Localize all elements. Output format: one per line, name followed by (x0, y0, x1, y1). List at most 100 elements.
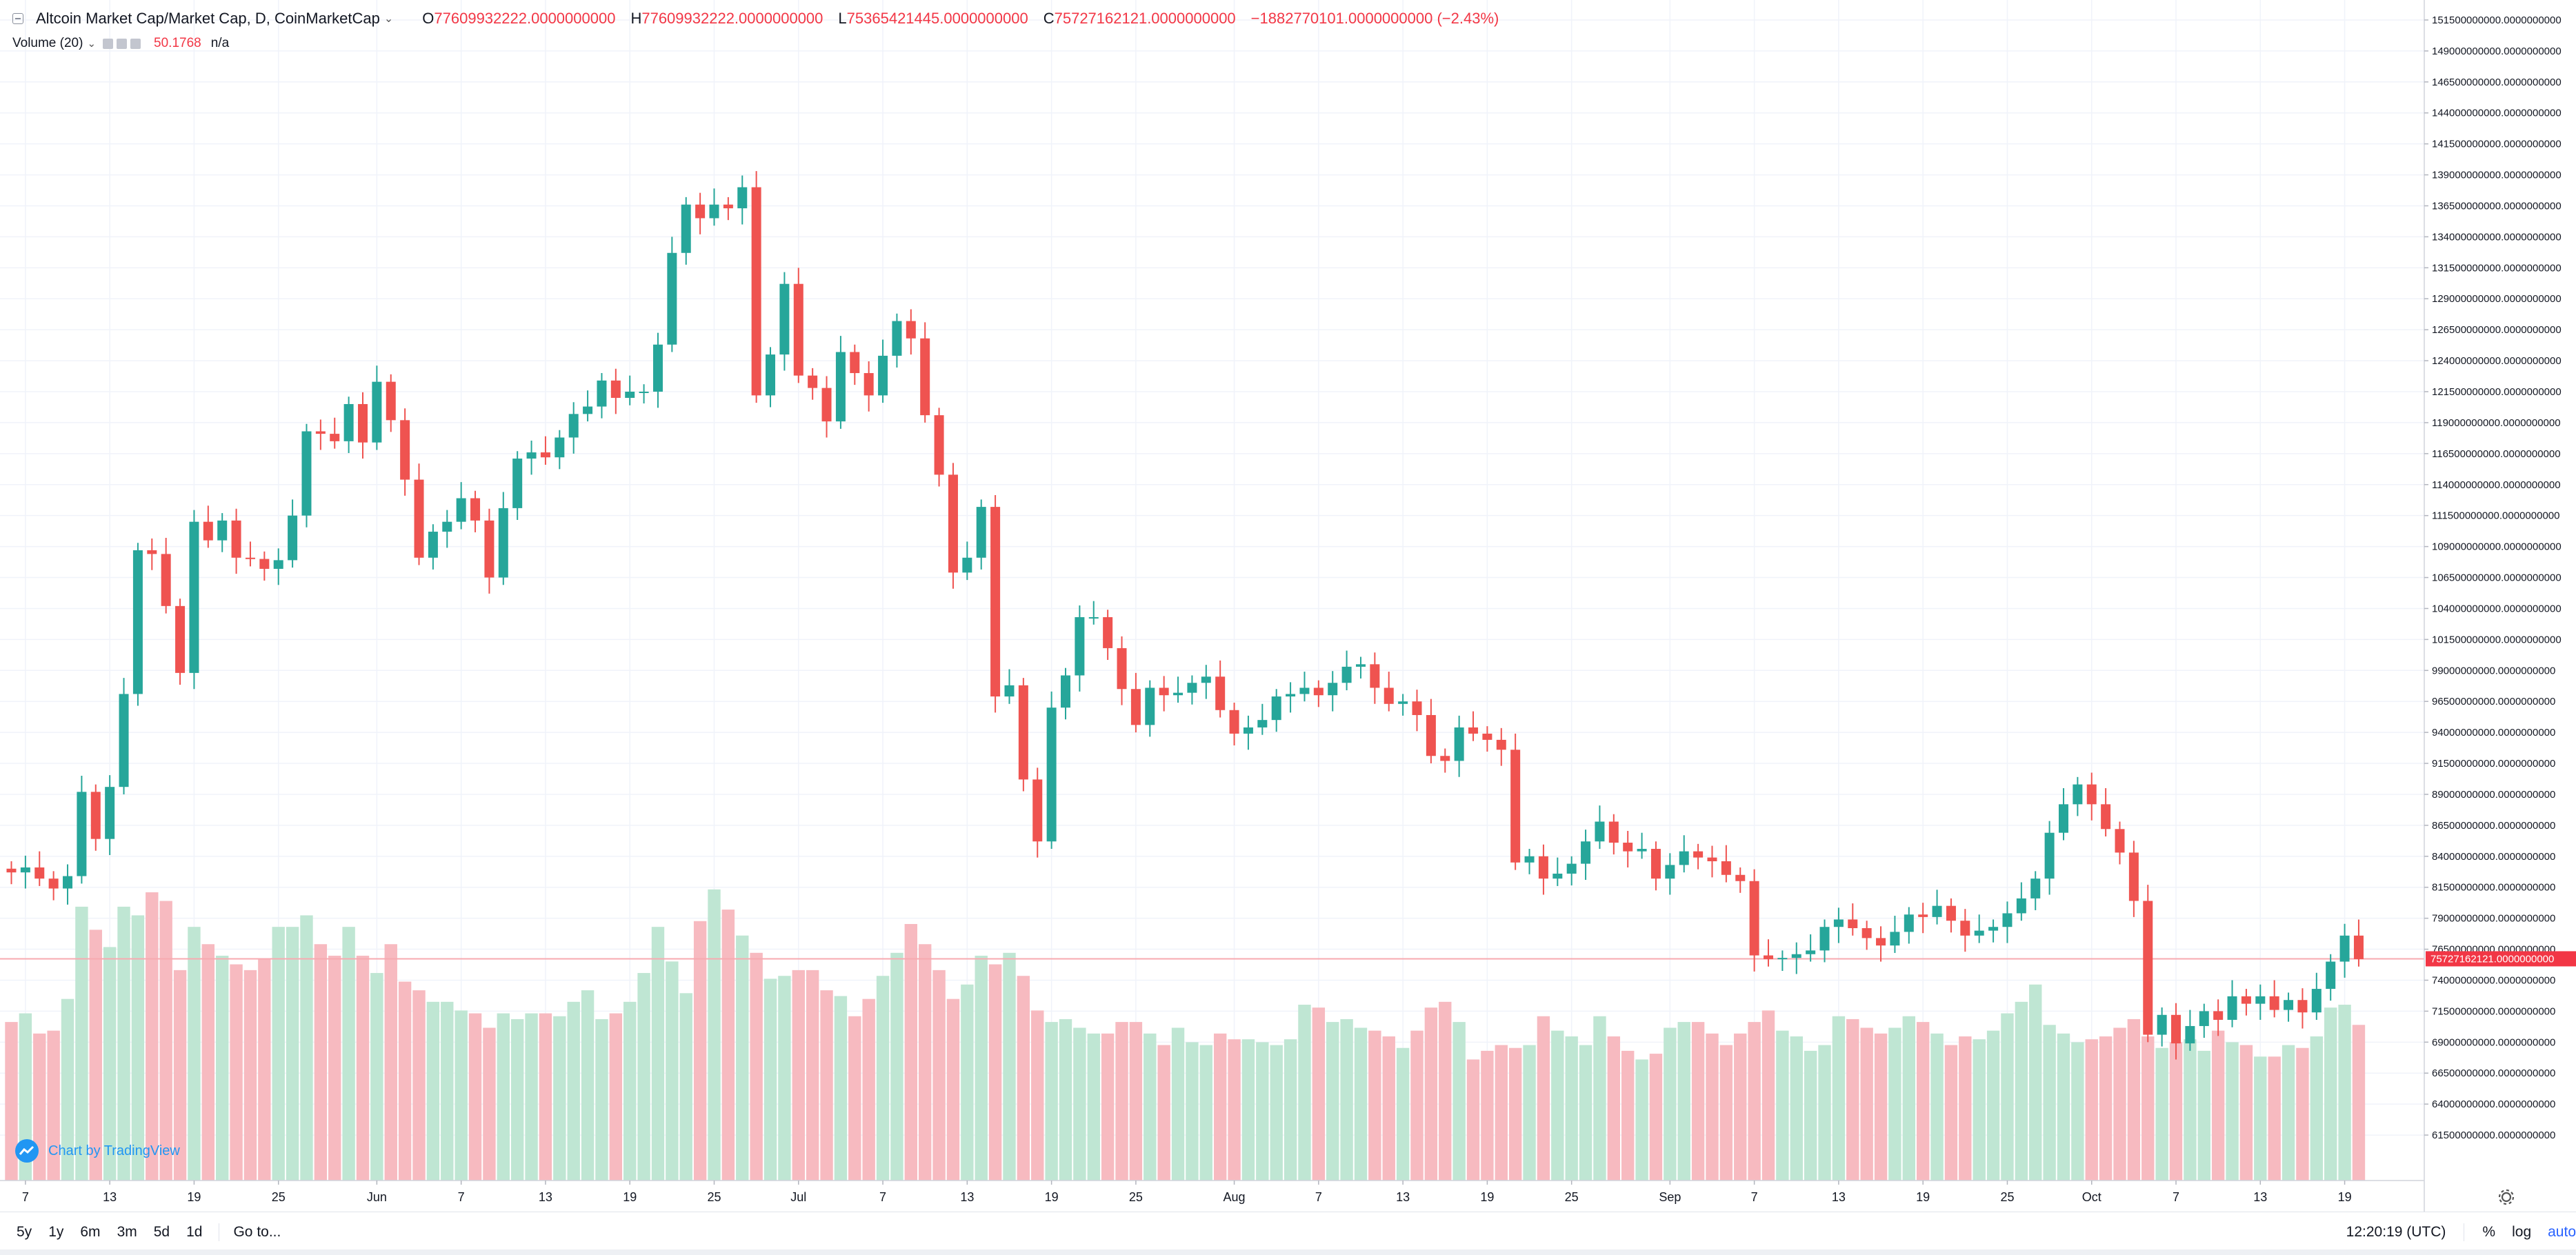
symbol-title[interactable]: Altcoin Market Cap/Market Cap, D, CoinMa… (36, 10, 380, 27)
eye-icon[interactable] (103, 38, 114, 49)
volume-bar (1508, 1047, 1522, 1181)
gear-icon[interactable] (2497, 1187, 2516, 1207)
price-chart[interactable]: 61500000000.0000000000 64000000000.000000… (0, 0, 2576, 1212)
candle-body (1286, 694, 1296, 697)
time-tick-label: 25 (1565, 1190, 1579, 1204)
candle-body (1608, 821, 1619, 843)
price-tick-label: 69000000000.0000000000 (2432, 1036, 2555, 1048)
candle-body (1665, 865, 1675, 879)
volume-bar (2282, 1045, 2295, 1181)
volume-bar (1157, 1045, 1170, 1181)
candle-body (2241, 996, 2251, 1004)
volume-bar (946, 998, 960, 1181)
tradingview-watermark[interactable]: Chart by TradingView (15, 1139, 180, 1163)
close-icon[interactable] (130, 38, 141, 49)
volume-bar (595, 1018, 608, 1181)
volume-bar (188, 927, 201, 1181)
volume-bar (609, 1013, 623, 1181)
candle-body (1201, 676, 1211, 683)
change-value: −1882770101.0000000000 (−2.43%) (1250, 10, 1499, 27)
candle-body (1693, 851, 1704, 858)
volume-bar (61, 998, 74, 1181)
volume-bar (1115, 1022, 1128, 1181)
volume-bar (975, 955, 988, 1181)
price-tick-label: 106500000000.0000000000 (2432, 572, 2562, 584)
candle-body (1482, 733, 1492, 740)
collapse-icon[interactable] (12, 13, 23, 24)
time-tick-label: 13 (1832, 1190, 1846, 1204)
candle-body (273, 560, 283, 569)
candle-body (976, 507, 986, 558)
volume-bar (2015, 1001, 2028, 1181)
volume-bar (1186, 1042, 1199, 1181)
candle-body (1004, 685, 1015, 697)
volume-bar (778, 976, 791, 1181)
candle-body (1328, 683, 1338, 696)
candle-body (90, 792, 101, 839)
high-value: H77609932222.0000000000 (630, 10, 823, 27)
volume-bar (2169, 1042, 2183, 1181)
volume-bar (1916, 1022, 1930, 1181)
goto-button[interactable]: Go to... (233, 1224, 281, 1240)
chevron-down-icon[interactable]: ⌄ (87, 38, 97, 50)
candle-body (2030, 878, 2041, 898)
clock[interactable]: 12:20:19 (UTC) (2346, 1224, 2446, 1240)
candle-body (386, 381, 396, 421)
candle-body (1496, 739, 1506, 750)
candle-body (568, 414, 579, 438)
volume-bar (314, 944, 328, 1181)
volume-bar (2239, 1045, 2253, 1181)
volume-bar (1241, 1039, 1255, 1181)
volume-bar (1551, 1030, 1564, 1181)
price-tick-label: 66500000000.0000000000 (2432, 1067, 2555, 1079)
candle-body (1159, 687, 1169, 696)
candle-body (1341, 666, 1352, 683)
volume-bar (2324, 1007, 2337, 1181)
volume-bar (834, 996, 848, 1181)
volume-bar (1059, 1018, 1072, 1181)
candle-body (2269, 996, 2279, 1010)
timeframe-1d[interactable]: 1d (186, 1224, 203, 1240)
volume-bar (1045, 1022, 1058, 1181)
settings-icon[interactable] (117, 38, 128, 49)
candle-body (1819, 927, 1830, 951)
volume-bar (412, 990, 426, 1181)
percent-scale-button[interactable]: % (2482, 1224, 2496, 1240)
volume-bar (876, 976, 890, 1181)
candle-body (540, 452, 550, 458)
log-scale-button[interactable]: log (2512, 1224, 2532, 1240)
candle-body (1187, 683, 1197, 693)
timeframe-5d[interactable]: 5d (153, 1224, 170, 1240)
volume-bar (2296, 1047, 2309, 1181)
volume-value: 50.1768 (154, 36, 201, 50)
bottom-strip (0, 1249, 2576, 1255)
timeframe-1y[interactable]: 1y (48, 1224, 64, 1240)
volume-bar (300, 915, 313, 1181)
candle-body (1313, 687, 1324, 696)
volume-bar (567, 1001, 580, 1181)
price-tick-label: 96500000000.0000000000 (2432, 696, 2555, 707)
volume-indicator-label[interactable]: Volume (20) (12, 36, 83, 50)
price-tick-label: 151500000000.0000000000 (2432, 14, 2562, 26)
auto-scale-button[interactable]: auto (2548, 1224, 2576, 1240)
time-tick-label: 19 (1916, 1190, 1930, 1204)
chevron-down-icon[interactable]: ⌄ (383, 13, 394, 25)
price-tick-label: 129000000000.0000000000 (2432, 293, 2562, 305)
timeframe-6m[interactable]: 6m (80, 1224, 101, 1240)
candle-body (245, 557, 255, 559)
volume-bar (1537, 1016, 1550, 1181)
candle-body (1566, 863, 1577, 874)
candle-body (1721, 861, 1731, 875)
time-tick-label: 19 (1045, 1190, 1059, 1204)
timeframe-3m[interactable]: 3m (117, 1224, 137, 1240)
volume-bar (1340, 1018, 1353, 1181)
candle-body (681, 204, 691, 253)
volume-bar (1466, 1059, 1480, 1181)
volume-bar (1495, 1045, 1508, 1181)
volume-bar (1748, 1022, 1761, 1181)
candle-body (920, 338, 930, 416)
price-tick-label: 61500000000.0000000000 (2432, 1130, 2555, 1141)
candle-body (231, 520, 241, 558)
timeframe-5y[interactable]: 5y (17, 1224, 32, 1240)
price-tick-label: 116500000000.0000000000 (2432, 448, 2561, 460)
